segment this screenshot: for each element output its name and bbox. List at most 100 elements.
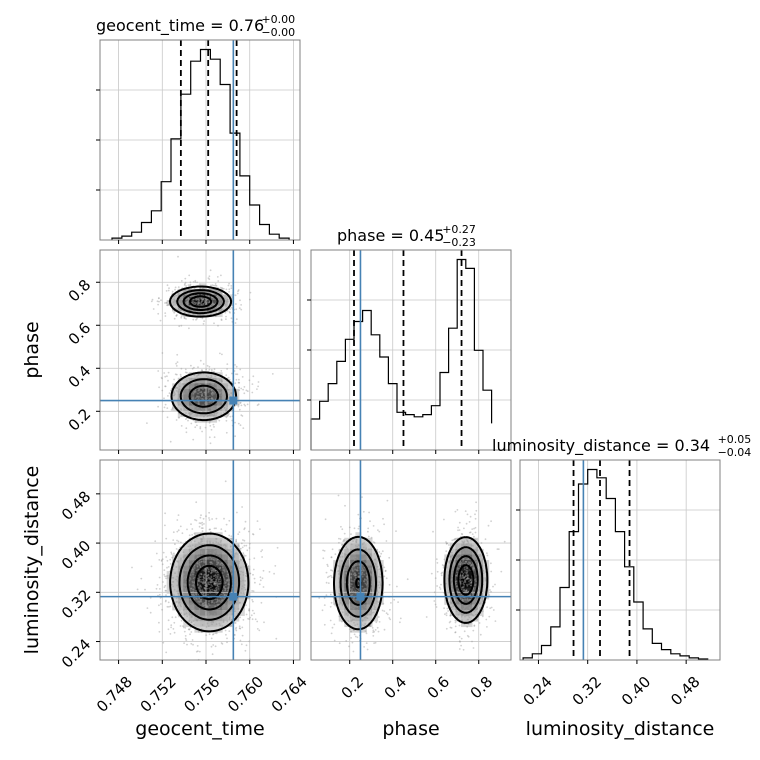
sample-point (364, 582, 367, 585)
sample-point (356, 557, 359, 560)
sample-point (228, 565, 231, 568)
sample-point (373, 608, 376, 610)
sample-point (197, 409, 200, 412)
sample-point (203, 561, 206, 564)
sample-point (212, 383, 215, 386)
sample-point (435, 558, 438, 560)
sample-point (436, 562, 439, 564)
density-cell (477, 604, 484, 611)
sample-point (198, 561, 201, 564)
sample-point (337, 494, 340, 497)
contour-line (333, 535, 489, 631)
density-cell (172, 300, 179, 306)
sample-point (196, 414, 198, 417)
sample-point (196, 317, 198, 320)
density-cell (227, 388, 234, 395)
sample-point (186, 569, 189, 572)
sample-point (494, 620, 497, 622)
sample-point (215, 537, 217, 540)
sample-point (199, 307, 202, 310)
sample-point (210, 562, 213, 564)
sample-point (195, 301, 198, 304)
sample-point (449, 556, 451, 558)
sample-point (195, 597, 198, 599)
sample-point (189, 626, 192, 629)
sample-point (492, 585, 494, 588)
sample-point (235, 589, 238, 591)
sample-point (216, 600, 219, 603)
sample-point (340, 599, 343, 602)
sample-point (375, 563, 377, 566)
sample-point (385, 540, 388, 542)
density-cell (361, 626, 367, 633)
sample-point (223, 587, 226, 589)
sample-point (220, 370, 223, 372)
sample-point (228, 288, 231, 291)
sample-point (342, 540, 345, 543)
sample-point (203, 587, 206, 590)
sample-point (354, 559, 356, 561)
sample-point (208, 517, 210, 519)
sample-point (459, 581, 462, 584)
sample-point (237, 533, 240, 535)
sample-point (171, 290, 174, 293)
sample-point (228, 534, 231, 537)
sample-point (201, 317, 204, 320)
sample-point (234, 581, 236, 584)
density-cell (194, 288, 201, 295)
sample-point (345, 612, 348, 615)
sample-point (328, 575, 331, 578)
title-value: 0.34 (674, 436, 710, 455)
sample-point (344, 581, 347, 584)
sample-point (208, 388, 211, 391)
sample-point (351, 566, 354, 568)
sample-point (183, 573, 185, 576)
sample-point (176, 580, 179, 582)
sample-point (200, 541, 202, 543)
sample-point (164, 302, 166, 304)
sample-point (227, 549, 229, 551)
sample-point (454, 621, 457, 624)
sample-point (235, 303, 237, 305)
sample-point (206, 410, 209, 413)
sample-point (230, 537, 233, 540)
sample-point (473, 527, 475, 530)
sample-point (182, 394, 184, 397)
density-cell (466, 621, 473, 628)
sample-point (193, 581, 196, 584)
density-cell (200, 305, 206, 312)
sample-point (480, 542, 483, 544)
sample-point (173, 378, 176, 381)
sample-point (208, 291, 210, 294)
sample-point (446, 542, 448, 545)
density-cell (461, 615, 467, 622)
sample-point (220, 379, 223, 382)
density-cell (216, 604, 223, 611)
sample-point (200, 573, 203, 576)
sample-point (191, 607, 193, 610)
sample-point (357, 576, 360, 579)
sample-point (340, 525, 342, 528)
xtick-label: 0.748 (93, 673, 136, 716)
sample-point (378, 551, 381, 553)
sample-point (184, 277, 187, 280)
density-cell (211, 305, 218, 312)
sample-point (192, 605, 195, 608)
sample-point (357, 580, 360, 582)
sample-point (372, 541, 375, 543)
sample-point (351, 588, 353, 591)
sample-point (203, 574, 205, 576)
sample-point (187, 403, 190, 405)
sample-point (213, 582, 216, 585)
sample-point (374, 562, 377, 565)
sample-point (369, 599, 371, 602)
density-cell (183, 560, 190, 566)
density-cell (177, 576, 184, 583)
sample-point (225, 409, 227, 411)
sample-point (177, 561, 179, 563)
sample-point (184, 306, 187, 309)
sample-point (194, 586, 196, 589)
density-cell (205, 587, 212, 594)
sample-point (203, 523, 205, 525)
sample-point (203, 577, 205, 579)
